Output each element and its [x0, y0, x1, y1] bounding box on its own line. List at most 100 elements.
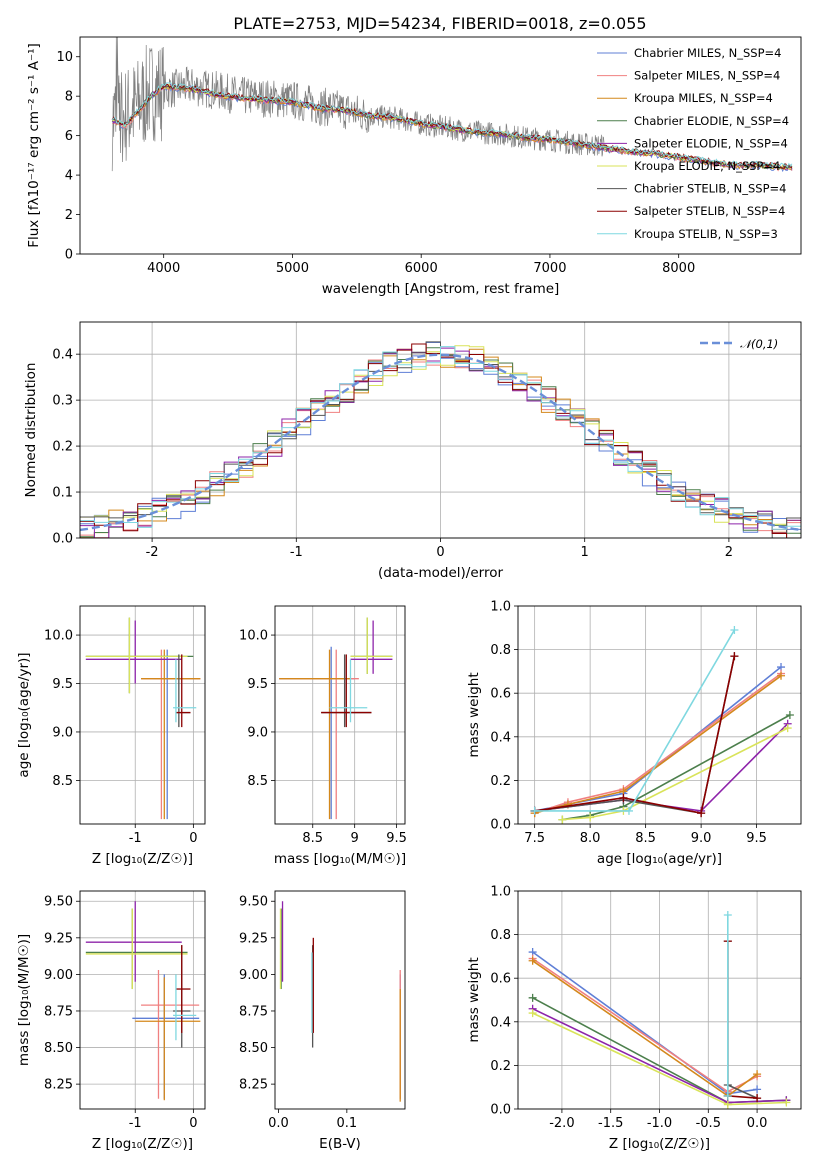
data-point-marker — [782, 1098, 791, 1107]
axes-frame — [517, 890, 802, 1110]
plot-area — [279, 617, 393, 820]
figure-title: PLATE=2753, MJD=54234, FIBERID=0018, z=0… — [233, 14, 646, 33]
y-tick-label: 0.0 — [52, 532, 73, 547]
x-tick-label: 0 — [436, 545, 444, 560]
y-tick-label: 8 — [65, 90, 73, 105]
y-tick-label: 8.25 — [44, 1078, 73, 1093]
y-tick-label: 0.0 — [490, 818, 511, 833]
x-axis-label: (data-model)/error — [378, 565, 504, 581]
y-tick-label: 8.25 — [239, 1078, 268, 1093]
y-tick-label: 9.00 — [44, 968, 73, 983]
legend-entry: Chabrier STELIB, N_SSP=4 — [634, 182, 786, 196]
x-tick-label: 4000 — [147, 261, 180, 276]
y-tick-label: 9.25 — [239, 931, 268, 946]
x-axis-label: Z [log₁₀(Z/Z☉)] — [92, 1136, 193, 1152]
axes-frame — [79, 890, 206, 1110]
plot-area — [530, 625, 794, 824]
legend-entry: Kroupa MILES, N_SSP=4 — [634, 91, 773, 105]
data-point-marker — [753, 1070, 762, 1079]
legend-entry: Chabrier ELODIE, N_SSP=4 — [634, 114, 789, 128]
model-spectrum-line — [111, 83, 793, 169]
x-tick-label: 8.5 — [635, 831, 656, 846]
x-tick-label: 9 — [351, 831, 359, 846]
data-point-marker — [730, 652, 739, 661]
x-tick-label: -1 — [129, 1116, 142, 1131]
legend-entry: Salpeter MILES, N_SSP=4 — [634, 69, 780, 83]
series-line — [727, 941, 758, 1099]
x-tick-label: -0.5 — [696, 1116, 721, 1131]
y-tick-label: 6 — [65, 129, 73, 144]
data-point-marker — [528, 993, 537, 1002]
axes-frame — [79, 36, 802, 255]
normal-distribution-curve — [80, 353, 801, 532]
data-point-marker — [777, 671, 786, 680]
y-tick-label: 9.0 — [52, 725, 73, 740]
legend-entry: Salpeter ELODIE, N_SSP=4 — [634, 136, 788, 150]
y-tick-label: 9.00 — [239, 968, 268, 983]
x-tick-label: 5000 — [276, 261, 309, 276]
panel-massweight_vs_age: 7.5 8.0 8.5 9.0 9.5 0.0 0.2 0.4 0.6 0.8 1.0 age [lo… — [466, 600, 802, 867]
axes-frame — [79, 321, 802, 539]
x-tick-label: 0.1 — [336, 1116, 357, 1131]
y-tick-label: 0.4 — [490, 1015, 511, 1030]
x-tick-label: -2.0 — [549, 1116, 574, 1131]
y-tick-label: 0.4 — [52, 348, 73, 363]
panel-spectrum: 4000 5000 6000 7000 8000 0 2 4 6 8 10 wavelength [A… — [26, 36, 802, 297]
y-tick-label: 0.1 — [52, 486, 73, 501]
legend-entry: 𝒩(0,1) — [740, 337, 778, 351]
y-tick-label: 2 — [65, 208, 73, 223]
x-tick-label: 0.0 — [747, 1116, 768, 1131]
x-tick-label: 9.0 — [691, 831, 712, 846]
data-point-marker — [753, 1085, 762, 1094]
y-tick-label: 0.2 — [490, 1059, 511, 1074]
plot-area — [85, 901, 201, 1101]
panel-mass_vs_Z: -1 0 8.25 8.50 8.75 9.00 9.25 9.50 Z [log₁₀(Z/Z☉… — [16, 890, 206, 1152]
series-line — [532, 951, 758, 1095]
data-point-marker — [530, 806, 539, 815]
y-tick-label: 9.50 — [44, 895, 73, 910]
y-tick-label: 0.8 — [490, 643, 511, 658]
x-tick-label: 2 — [725, 545, 733, 560]
plot-area — [80, 341, 801, 538]
y-axis-label: age [log₁₀(age/yr)] — [16, 652, 32, 777]
panel-age_vs_Z: -1 0 8.5 9.0 9.5 10.0 Z [log₁₀(Z/Z☉)] age [log₁… — [16, 605, 206, 867]
x-axis-label: mass [log₁₀(M/M☉)] — [274, 851, 406, 867]
y-tick-label: 10 — [56, 50, 73, 65]
data-point-marker — [697, 809, 706, 818]
data-point-marker — [619, 793, 628, 802]
x-tick-label: -2 — [146, 545, 159, 560]
x-tick-label: -1.5 — [598, 1116, 623, 1131]
data-point-marker — [723, 1100, 732, 1109]
data-point-marker — [785, 711, 794, 719]
y-tick-label: 1.0 — [490, 885, 511, 900]
data-point-marker — [723, 1091, 732, 1100]
x-tick-label: 0 — [189, 1116, 197, 1131]
y-tick-label: 8.50 — [239, 1041, 268, 1056]
y-tick-label: 8.75 — [239, 1004, 268, 1019]
y-tick-label: 0.4 — [490, 730, 511, 745]
plot-area — [528, 910, 791, 1109]
y-tick-label: 0.6 — [490, 972, 511, 987]
x-tick-label: 8000 — [662, 261, 695, 276]
y-tick-label: 8.75 — [44, 1004, 73, 1019]
x-tick-label: 8.5 — [302, 831, 323, 846]
y-tick-label: 0.2 — [52, 440, 73, 455]
data-point-marker — [586, 813, 595, 822]
y-tick-label: 0.8 — [490, 928, 511, 943]
legend: Chabrier MILES, N_SSP=4 Salpeter MILES, N… — [597, 46, 789, 241]
y-tick-label: 4 — [65, 169, 73, 184]
y-tick-label: 10.0 — [239, 629, 268, 644]
x-tick-label: -1 — [290, 545, 303, 560]
y-tick-label: 9.50 — [239, 895, 268, 910]
y-tick-label: 9.0 — [247, 725, 268, 740]
y-tick-label: 0.6 — [490, 687, 511, 702]
series-line — [727, 941, 758, 1099]
model-spectrum-line — [111, 82, 793, 168]
y-tick-label: 9.5 — [52, 677, 73, 692]
x-tick-label: -1.0 — [647, 1116, 672, 1131]
data-point-marker — [753, 1094, 762, 1103]
x-tick-label: 1 — [581, 545, 589, 560]
legend-entry: Kroupa STELIB, N_SSP=3 — [634, 227, 778, 241]
panel-age_vs_mass: 8.5 9 9.5 8.5 9.0 9.5 10.0 mass [log₁₀(M/M☉)] — [239, 605, 407, 867]
data-spectrum-line — [111, 37, 605, 172]
